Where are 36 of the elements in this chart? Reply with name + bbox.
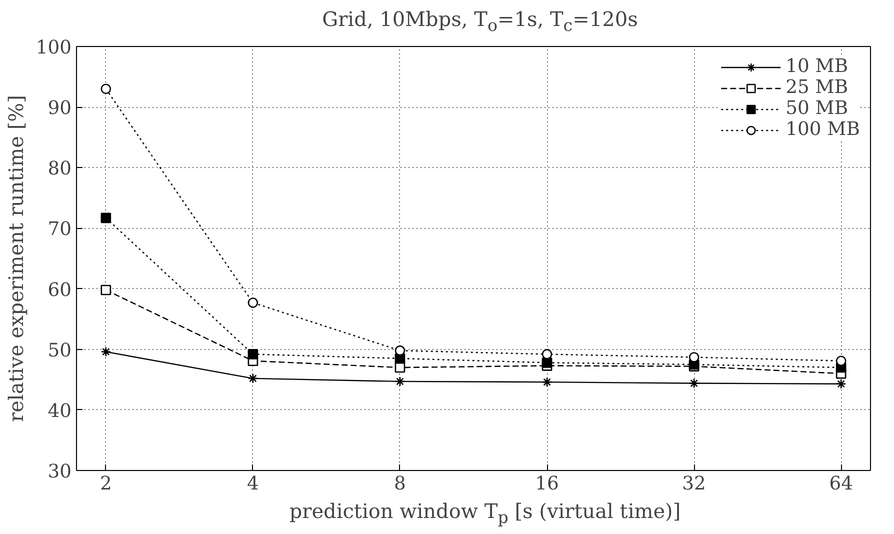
point — [248, 298, 258, 308]
x-axis-title: prediction window T$_{p}$ [s (virtual time)] — [289, 498, 681, 529]
x-tick-label: 64 — [829, 474, 853, 494]
point — [688, 378, 700, 388]
y-tick-label: 100 — [36, 38, 72, 58]
point — [248, 349, 258, 360]
chart-title: Grid, 10Mbps, T$_{o}$=1s, T$_{c}$=120s — [322, 6, 638, 37]
x-tick-label: 16 — [535, 474, 559, 494]
y-tick-label: 30 — [48, 462, 72, 482]
point — [688, 352, 700, 362]
y-tick-label: 90 — [48, 98, 72, 120]
point — [100, 346, 112, 357]
y-tick-label: 50 — [48, 340, 72, 362]
x-tick-label: 8 — [394, 474, 406, 494]
y-tick-label: 60 — [48, 280, 72, 301]
point — [394, 376, 406, 387]
y-tick-label: 80 — [48, 158, 72, 180]
point — [836, 356, 846, 366]
x-tick-label: 32 — [682, 474, 706, 494]
point — [100, 284, 112, 296]
point — [542, 358, 552, 368]
x-tick-label: 4 — [247, 474, 259, 494]
y-axis-title: relative experiment runtime [%] — [4, 95, 28, 422]
point — [100, 212, 112, 224]
point — [248, 373, 258, 384]
y-tick-label: 40 — [48, 400, 72, 422]
y-tick-label: 70 — [48, 219, 72, 240]
x-tick-label: 2 — [100, 474, 112, 494]
point — [100, 84, 112, 94]
point — [836, 378, 846, 390]
legend-label: 50 MB — [786, 98, 848, 119]
legend-label: 10 MB — [786, 56, 848, 77]
legend-label: 100 MB — [786, 119, 860, 140]
legend-label: 25 MB — [786, 77, 848, 98]
point — [394, 345, 406, 356]
point — [542, 376, 552, 388]
